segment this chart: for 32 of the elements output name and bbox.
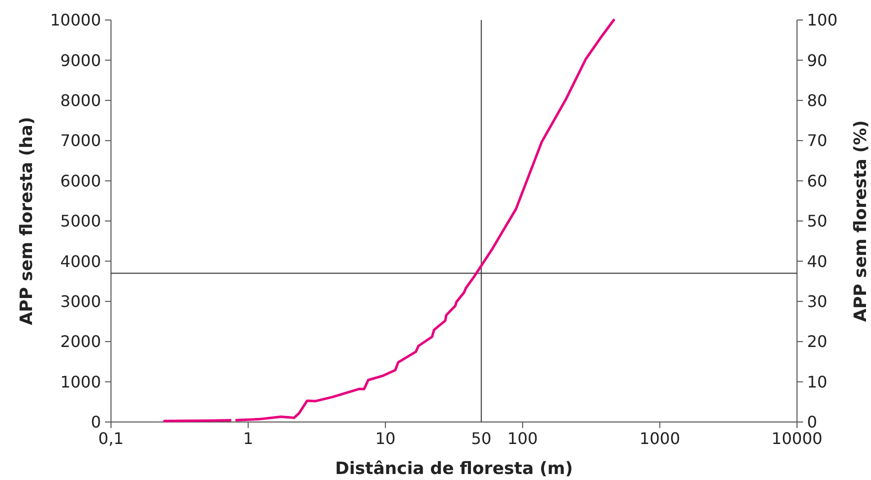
x-tick-label: 10 (375, 429, 396, 448)
y2-tick-label: 30 (807, 292, 828, 311)
y2-tick-label: 100 (807, 10, 838, 30)
x-axis-title: Distância de floresta (m) (335, 459, 573, 479)
y-tick-label: 2000 (60, 332, 101, 352)
y2-tick-label: 80 (807, 91, 828, 110)
x-tick-label: 1 (243, 429, 254, 448)
y-tick-label: 8000 (60, 91, 101, 110)
y-tick-label: 6000 (60, 171, 101, 190)
x-tick-label: 10000 (772, 429, 822, 448)
y2-tick-label: 50 (807, 212, 828, 231)
y-tick-label: 7000 (60, 131, 101, 150)
y-tick-label: 5000 (60, 212, 101, 231)
y-tick-label: 9000 (60, 50, 101, 70)
ref-line-label: 50 (471, 429, 492, 448)
y-tick-label: 1000 (60, 372, 101, 392)
y2-tick-label: 40 (807, 252, 828, 271)
x-tick-label: 100 (507, 429, 538, 448)
y2-tick-label: 90 (807, 50, 828, 70)
x-tick-label: 0,1 (98, 429, 124, 448)
y-axis-title: APP sem floresta (ha) (17, 116, 37, 326)
y-tick-label: 3000 (60, 292, 101, 311)
y2-tick-label: 0 (807, 412, 818, 432)
y2-tick-label: 10 (807, 372, 828, 392)
y2-axis-title: APP sem floresta (%) (851, 120, 871, 322)
y2-tick-label: 20 (807, 332, 828, 352)
y-tick-label: 10000 (50, 10, 101, 30)
x-tick-label: 1000 (639, 429, 680, 448)
y-tick-label: 4000 (60, 252, 101, 271)
y2-tick-label: 60 (807, 171, 828, 190)
y-tick-label: 0 (90, 412, 101, 432)
y2-tick-label: 70 (807, 131, 828, 150)
